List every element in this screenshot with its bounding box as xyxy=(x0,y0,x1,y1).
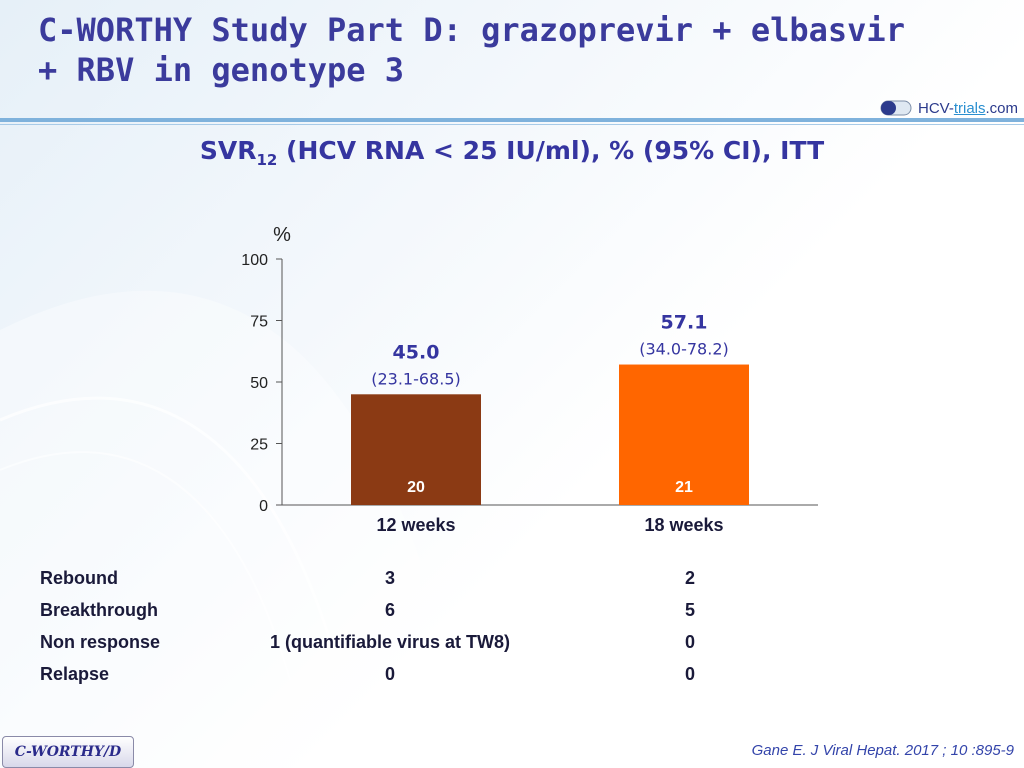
y-tick-label: 0 xyxy=(259,498,268,515)
header-rule-thin xyxy=(0,124,1024,125)
rebound-18w: 2 xyxy=(684,568,695,588)
rebound-12w: 3 xyxy=(384,568,395,588)
row-label-breakthrough: Breakthrough xyxy=(40,600,159,620)
hcv-trials-logo: HCV-trials.com xyxy=(880,98,1018,118)
row-label-relapse: Relapse xyxy=(40,664,110,684)
y-tick-label: 50 xyxy=(250,375,268,392)
citation: Gane E. J Viral Hepat. 2017 ; 10 :895-9 xyxy=(751,742,1014,759)
study-tag-button[interactable]: C-WORTHY/D xyxy=(2,736,134,768)
y-tick-label: 25 xyxy=(250,437,268,454)
breakthrough-18w: 5 xyxy=(684,600,695,620)
capsule-icon xyxy=(880,100,912,116)
n-label: 21 xyxy=(675,479,693,496)
bar xyxy=(351,394,481,505)
y-tick-label: 100 xyxy=(241,252,268,269)
title-line-2: + RBV in genotype 3 xyxy=(38,51,405,89)
relapse-18w: 0 xyxy=(684,664,695,684)
relapse-12w: 0 xyxy=(384,664,395,684)
page-title: C-WORTHY Study Part D: grazoprevir + elb… xyxy=(38,10,905,90)
breakthrough-12w: 6 xyxy=(384,600,395,620)
ci-label: (23.1-68.5) xyxy=(371,369,461,388)
value-label: 57.1 xyxy=(661,312,708,334)
row-label-rebound: Rebound xyxy=(40,568,118,588)
bar xyxy=(619,364,749,505)
bar-chart: % 0 25 50 75 100 45.0 (23.1-68.5) 20 12 weeks 57.1… xyxy=(241,224,818,535)
n-label: 20 xyxy=(407,479,425,496)
x-tick-label: 12 weeks xyxy=(376,515,455,535)
y-tick-label: 75 xyxy=(250,314,268,331)
x-tick-label: 18 weeks xyxy=(644,515,723,535)
chart-subtitle: SVR12 (HCV RNA < 25 IU/ml), % (95% CI), … xyxy=(199,136,825,169)
row-label-non-response: Non response xyxy=(40,632,161,652)
non-response-12w: 1 (quantifiable virus at TW8) xyxy=(269,632,511,652)
title-line-1: C-WORTHY Study Part D: grazoprevir + elb… xyxy=(38,11,905,49)
non-response-18w: 0 xyxy=(684,632,695,652)
y-axis-label: % xyxy=(273,224,291,246)
logo-wordmark: HCV-trials.com xyxy=(918,99,1019,117)
header-rule-thick xyxy=(0,118,1024,122)
value-label: 45.0 xyxy=(393,341,440,363)
ci-label: (34.0-78.2) xyxy=(639,340,729,359)
